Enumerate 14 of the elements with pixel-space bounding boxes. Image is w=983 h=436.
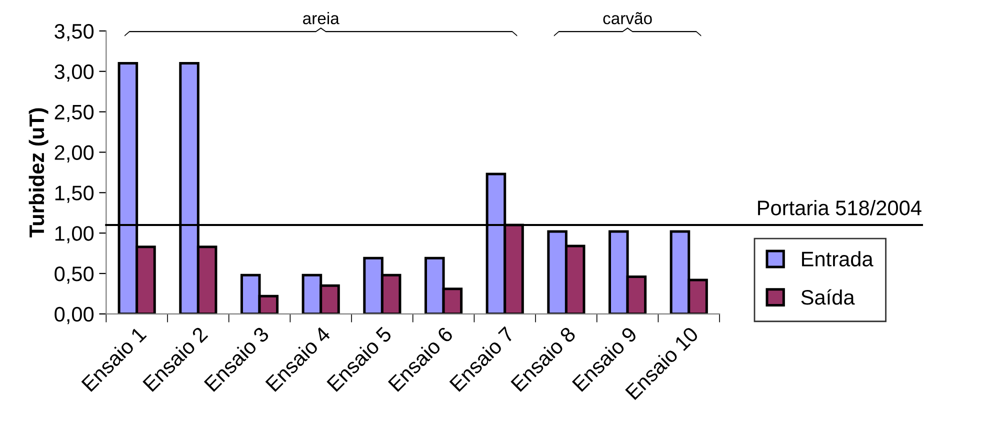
- y-tick-label: 3,50: [54, 24, 94, 42]
- y-tick-label: 0,50: [54, 266, 94, 284]
- ref-line-label: Portaria 518/2004: [758, 200, 922, 216]
- y-tick-label: 0,00: [54, 306, 94, 324]
- y-axis-title: Turbidez (uT): [28, 108, 48, 238]
- legend-label: Entrada: [802, 251, 874, 266]
- legend-label: Saída: [801, 289, 855, 305]
- y-tick-label: 2,50: [54, 104, 94, 122]
- y-tick-label: 1,50: [55, 186, 94, 203]
- y-tick-label: 3,00: [54, 64, 94, 82]
- y-tick-label: 1,00: [55, 226, 94, 244]
- text: carvão: [603, 12, 652, 24]
- y-tick-label: 2,00: [54, 145, 94, 162]
- text: areia: [303, 12, 340, 24]
